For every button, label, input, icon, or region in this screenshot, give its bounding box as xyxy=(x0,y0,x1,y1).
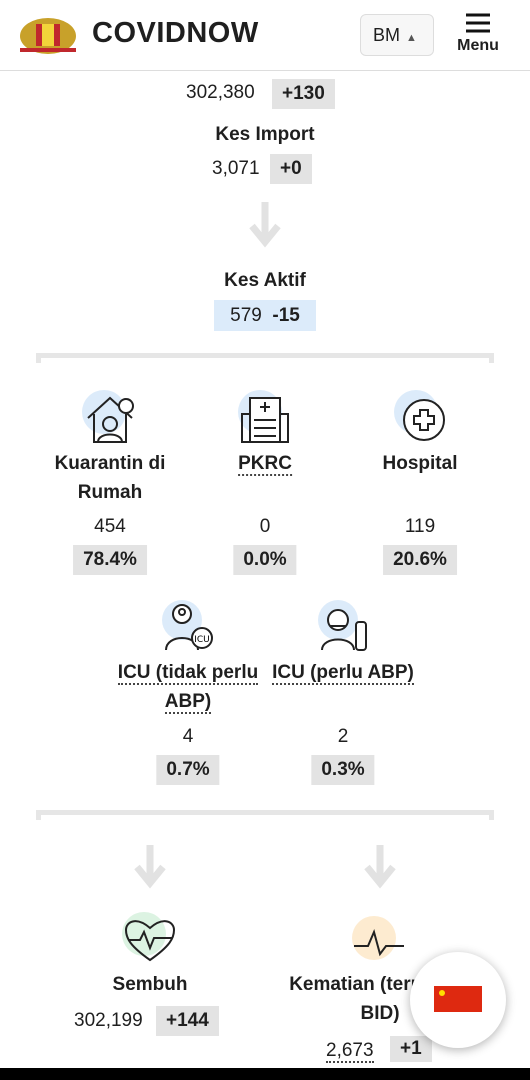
setting-label: ICU (perlu ABP) xyxy=(263,658,423,687)
setting-share: 20.6% xyxy=(383,545,457,575)
menu-button[interactable]: Menu xyxy=(448,12,508,55)
active-box: 579 -15 xyxy=(214,300,316,331)
setting-value: 2 xyxy=(337,726,349,747)
menu-icon xyxy=(466,13,490,33)
outcome-label: Sembuh xyxy=(112,974,188,995)
outcome-delta: +1 xyxy=(390,1036,432,1062)
arrow xyxy=(134,845,166,889)
menu-label: Menu xyxy=(457,37,499,54)
setting-label: Kuarantin di Rumah xyxy=(54,453,166,503)
import-delta: +0 xyxy=(270,154,312,184)
language-select[interactable]: BM ▲︎ xyxy=(360,14,434,56)
divider xyxy=(36,810,494,820)
icu-icon: ICU xyxy=(162,600,213,651)
active-value: 579 xyxy=(230,305,262,326)
icu-abp-icon xyxy=(318,600,367,651)
language-label: BM xyxy=(373,25,400,45)
outcome-value: 2,673 xyxy=(326,1040,374,1063)
divider xyxy=(36,353,494,363)
setting-share: 0.0% xyxy=(233,545,297,575)
setting-label: ICU (tidak perlu ABP) xyxy=(108,658,268,716)
setting-label-text: ICU (tidak perlu ABP) xyxy=(117,662,259,714)
arrow xyxy=(364,845,396,889)
app-header: COVIDNOW BM ▲︎ Menu xyxy=(0,0,530,71)
setting-share: 78.4% xyxy=(73,545,147,575)
active-label: Kes Aktif xyxy=(224,270,306,291)
svg-text:ICU: ICU xyxy=(194,635,210,645)
brand: COVIDNOW xyxy=(92,17,259,49)
recovered-icon xyxy=(122,912,176,962)
outcome-value: 302,199 xyxy=(74,1010,143,1031)
setting-value: 0 xyxy=(259,516,271,537)
hospital-icon xyxy=(394,390,445,441)
import-value: 3,071 xyxy=(212,158,260,179)
setting-label-text: PKRC xyxy=(238,453,292,476)
arrow xyxy=(249,202,281,248)
pkrc-icon xyxy=(238,390,289,443)
import-label: Kes Import xyxy=(215,124,315,145)
death-icon xyxy=(352,916,404,960)
home-icon xyxy=(82,390,134,443)
setting-value: 454 xyxy=(94,516,126,537)
setting-value: 119 xyxy=(404,516,436,537)
active-delta: -15 xyxy=(272,305,300,326)
system-bar xyxy=(0,1068,530,1080)
setting-label-text: ICU (perlu ABP) xyxy=(272,662,414,685)
total-value: 302,380 xyxy=(186,82,255,103)
outcome-value-text: 2,673 xyxy=(326,1040,374,1063)
setting-label: Hospital xyxy=(382,453,458,474)
setting-share: 0.7% xyxy=(156,755,220,785)
total-delta: +130 xyxy=(272,79,335,109)
outcome-delta: +144 xyxy=(156,1006,219,1036)
setting-value: 4 xyxy=(182,726,194,747)
setting-label: PKRC xyxy=(238,449,292,478)
floating-button[interactable] xyxy=(410,952,506,1048)
logo xyxy=(20,18,76,54)
setting-share: 0.3% xyxy=(311,755,375,785)
flag-icon xyxy=(434,986,482,1012)
